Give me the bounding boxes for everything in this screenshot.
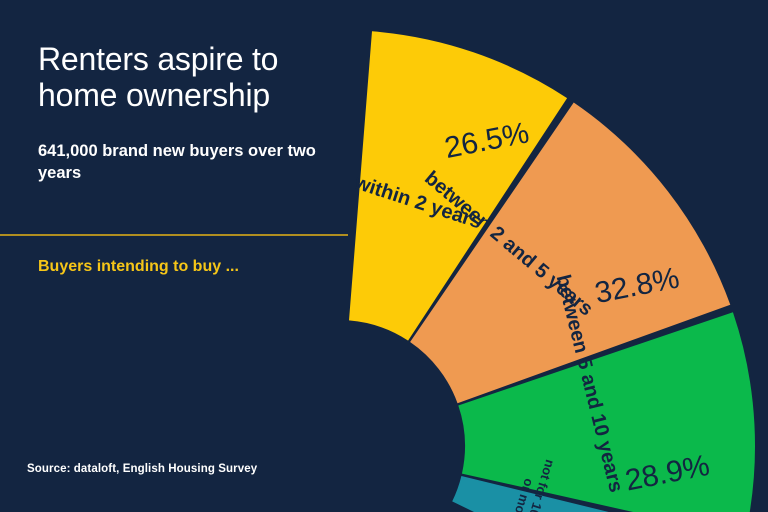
chart-caption: Buyers intending to buy ... <box>38 258 239 275</box>
page-title: Renters aspire to home ownership <box>38 41 279 113</box>
fan-slice[interactable] <box>410 102 731 404</box>
fan-slice[interactable] <box>458 312 755 512</box>
subtitle-stat: 641,000 brand new buyers over two years <box>38 142 316 182</box>
fan-slice[interactable] <box>452 475 743 512</box>
source-note: Source: dataloft, English Housing Survey <box>27 463 258 475</box>
fan-segment-group <box>348 31 755 512</box>
divider-rule <box>0 234 348 236</box>
text-column: Renters aspire to home ownership 641,000… <box>0 0 352 512</box>
fan-slice[interactable] <box>348 31 568 341</box>
